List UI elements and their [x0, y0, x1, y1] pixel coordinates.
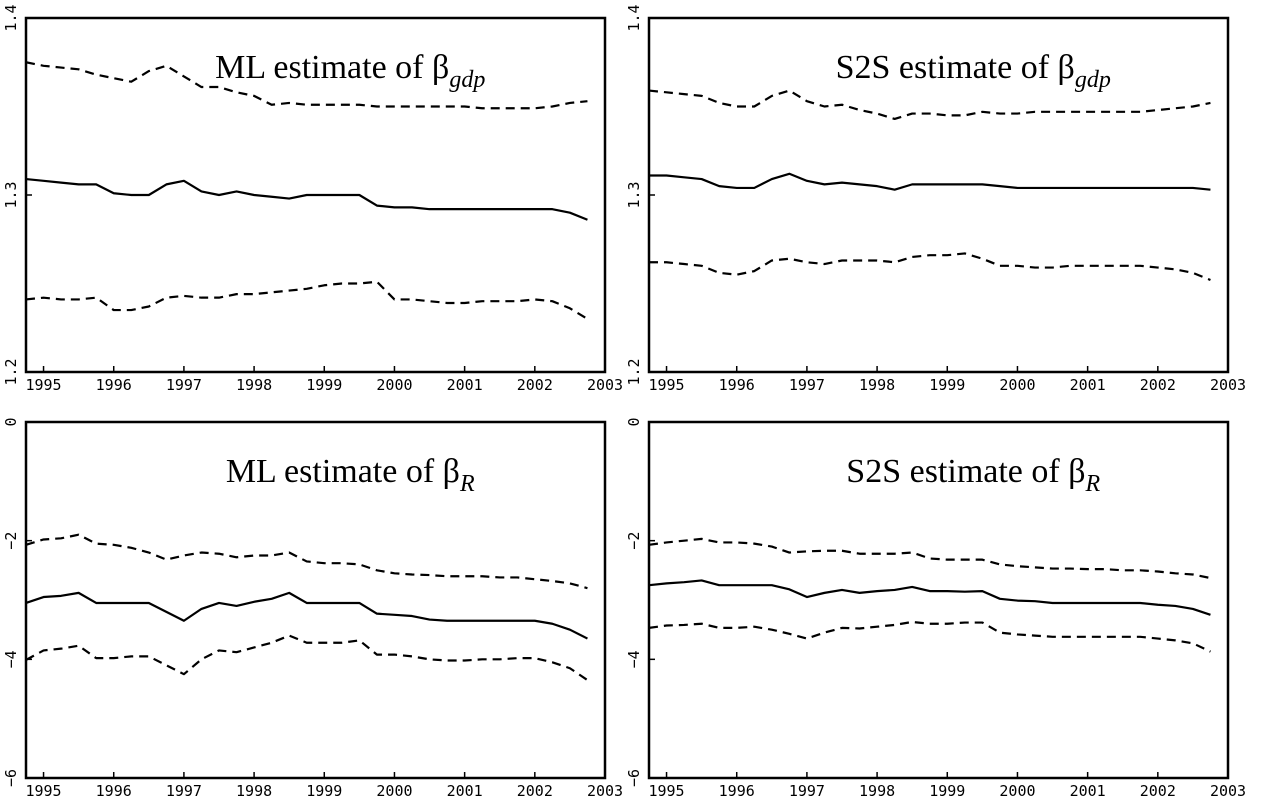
title-main: S2S estimate of β [846, 453, 1085, 490]
x-tick-label: 1999 [929, 782, 965, 800]
x-tick-label: 1996 [719, 376, 755, 394]
x-tick-label: 2001 [447, 782, 483, 800]
title-subscript: gdp [1075, 67, 1111, 93]
series-line [25, 634, 589, 682]
title-subscript: gdp [449, 67, 485, 93]
series-line [648, 537, 1211, 580]
x-tick-label: 2003 [587, 376, 623, 394]
x-tick-label: 1998 [859, 782, 895, 800]
x-tick-label: 1996 [96, 782, 132, 800]
x-tick-label: 2002 [1140, 376, 1176, 394]
y-tick-label: −4 [2, 650, 20, 668]
x-tick-label: 1999 [306, 376, 342, 394]
series-line [25, 533, 588, 590]
x-tick-label: 1995 [648, 782, 684, 800]
x-tick-label: 1995 [648, 376, 684, 394]
series-line [648, 579, 1211, 616]
y-tick-label: 1.4 [625, 4, 643, 31]
x-tick-label: 2000 [999, 782, 1035, 800]
x-tick-label: 2001 [1070, 376, 1106, 394]
panel-title: S2S estimate of βR [846, 453, 1100, 497]
x-tick-label: 1996 [96, 376, 132, 394]
y-tick-label: −4 [625, 650, 643, 668]
x-tick-label: 2002 [1140, 782, 1176, 800]
panel-title: S2S estimate of βgdp [836, 49, 1111, 93]
panel: 1995 1996 1997 1998 1999 2000 2001 2002 2003 1.2 1… [625, 4, 1246, 394]
x-tick-label: 2003 [1210, 376, 1246, 394]
y-tick-label: 1.3 [625, 181, 643, 208]
x-tick-label: 2000 [999, 376, 1035, 394]
x-tick-label: 1998 [236, 376, 272, 394]
y-tick-label: −2 [625, 532, 643, 550]
title-subscript: R [1085, 471, 1101, 497]
x-tick-label: 2003 [587, 782, 623, 800]
x-tick-label: 1995 [25, 782, 61, 800]
series-line [25, 177, 588, 221]
x-tick-label: 2000 [376, 782, 412, 800]
y-tick-label: −6 [2, 769, 20, 787]
series-line [649, 252, 1211, 281]
series-line [25, 61, 588, 110]
series-line [25, 591, 588, 640]
x-tick-label: 1999 [306, 782, 342, 800]
y-tick-label: 1.4 [2, 4, 20, 31]
y-tick-label: 1.3 [2, 181, 20, 208]
panel: 1995 1996 1997 1998 1999 2000 2001 2002 2003 −6 −4… [625, 417, 1246, 800]
title-main: ML estimate of β [215, 49, 449, 86]
y-tick-label: 0 [625, 417, 643, 426]
title-subscript: R [459, 471, 475, 497]
y-tick-label: −2 [2, 532, 20, 550]
x-tick-label: 1995 [25, 376, 61, 394]
series-line [649, 172, 1211, 191]
x-tick-label: 2003 [1210, 782, 1246, 800]
x-tick-label: 1999 [929, 376, 965, 394]
panel: 1995 1996 1997 1998 1999 2000 2001 2002 2003 1.2 1… [2, 4, 623, 394]
y-tick-label: 1.2 [625, 358, 643, 385]
plot-frame [647, 420, 1230, 780]
panel-title: ML estimate of βR [226, 453, 475, 497]
title-main: S2S estimate of β [836, 49, 1075, 86]
x-tick-label: 2000 [376, 376, 412, 394]
x-tick-label: 1997 [789, 376, 825, 394]
x-tick-label: 1998 [859, 376, 895, 394]
series-line [648, 620, 1211, 653]
y-tick-label: 1.2 [2, 358, 20, 385]
x-tick-label: 2001 [447, 376, 483, 394]
x-tick-label: 1998 [236, 782, 272, 800]
panel: 1995 1996 1997 1998 1999 2000 2001 2002 2003 −6 −4… [2, 417, 623, 800]
x-tick-label: 2002 [517, 376, 553, 394]
x-tick-label: 2001 [1070, 782, 1106, 800]
x-tick-label: 1997 [789, 782, 825, 800]
x-tick-label: 1997 [166, 376, 202, 394]
y-tick-label: 0 [2, 417, 20, 426]
panel-title: ML estimate of βgdp [215, 49, 485, 93]
x-tick-label: 2002 [517, 782, 553, 800]
series-line [648, 89, 1211, 120]
x-tick-label: 1996 [719, 782, 755, 800]
x-tick-label: 1997 [166, 782, 202, 800]
title-main: ML estimate of β [226, 453, 460, 490]
series-line [25, 280, 589, 320]
y-tick-label: −6 [625, 769, 643, 787]
plot-frame [24, 420, 607, 780]
